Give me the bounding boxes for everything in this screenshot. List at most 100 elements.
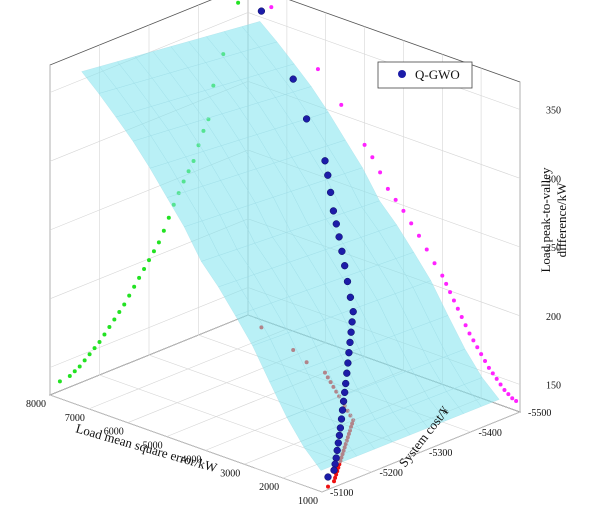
y-gridline-0 — [49, 65, 323, 493]
q-gwo-point-25 — [336, 424, 345, 432]
q-gwo-point-22 — [339, 397, 348, 405]
x-wall-projection-point-32 — [57, 379, 62, 384]
surface-cell — [464, 377, 500, 407]
y-wall-projection-point-22 — [475, 345, 480, 350]
z-axis-label-line2: difference/kW — [554, 182, 569, 258]
y-wall-projection-point-0 — [269, 5, 274, 10]
y-wall-projection-point-31 — [510, 396, 515, 401]
legend-marker — [398, 70, 406, 78]
x-wall-projection-point-31 — [67, 374, 72, 378]
y-wall-projection-point-10 — [416, 233, 421, 238]
q-gwo-point-32 — [324, 473, 332, 481]
q-gwo-point-24 — [337, 415, 346, 423]
q-gwo-point-3 — [321, 157, 329, 165]
x-wall-projection-point-13 — [156, 240, 161, 245]
legend-label: Q-GWO — [415, 67, 460, 82]
q-gwo-point-14 — [348, 318, 356, 326]
q-gwo-point-0 — [257, 7, 266, 15]
x-wall-projection-point-22 — [112, 317, 117, 322]
legend: Q-GWO — [377, 61, 473, 89]
y-wall-projection-point-18 — [459, 314, 464, 319]
y-wall-projection-point-25 — [486, 365, 491, 370]
y-wall-projection-point-9 — [409, 221, 414, 226]
q-gwo-point-6 — [329, 207, 338, 215]
q-gwo-point-2 — [302, 115, 311, 123]
q-gwo-point-17 — [345, 349, 353, 357]
q-gwo-point-15 — [347, 328, 355, 336]
y-wall-projection-point-23 — [479, 352, 484, 357]
q-gwo-point-20 — [342, 379, 350, 388]
q-gwo-point-30 — [331, 460, 339, 468]
chart-tick-labels: 1000 2000 3000 4000 5000 6000 7000 8000 -5100 -52… — [26, 106, 561, 508]
y-tick-label-1: -5200 — [380, 468, 403, 479]
y-wall-projection-point-3 — [362, 142, 367, 147]
y-wall-projection-point-5 — [378, 170, 383, 175]
q-gwo-point-4 — [324, 171, 332, 179]
y-wall-projection-point-13 — [440, 273, 445, 278]
x-tick-label-0: 1000 — [298, 496, 318, 507]
x-wall-projection-point-11 — [166, 215, 171, 220]
y-tick-label-3: -5400 — [479, 428, 502, 439]
x-wall-projection-point-18 — [132, 284, 137, 289]
q-gwo-point-18 — [344, 359, 352, 367]
q-gwo-point-26 — [335, 431, 344, 440]
q-gwo-point-27 — [334, 439, 342, 447]
y-wall-projection-point-8 — [401, 208, 406, 213]
x-tick-label-4: 5000 — [143, 441, 163, 452]
q-gwo-points — [257, 7, 357, 481]
q-gwo-point-16 — [346, 338, 354, 347]
y-wall-projection-point-28 — [498, 382, 503, 387]
y-wall-projection-point-20 — [467, 331, 472, 336]
x-wall-projection-point-25 — [97, 340, 102, 344]
z-axis-label-line1: Load peak-to-valley — [538, 167, 553, 273]
q-gwo-point-28 — [333, 446, 341, 455]
q-gwo-point-10 — [341, 262, 349, 270]
y-wall-projection-point-14 — [444, 281, 449, 286]
z-tick-label-0: 150 — [546, 381, 561, 392]
y-wall-projection-point-6 — [385, 186, 390, 191]
x-wall-projection-point-20 — [122, 302, 127, 307]
x-wall-projection-point-29 — [77, 364, 82, 369]
y-wall-projection-point-29 — [502, 387, 507, 392]
x-wall-projection-point-27 — [87, 352, 92, 357]
y-wall-projection-point-4 — [370, 155, 375, 160]
x-wall-projection-point-0 — [236, 0, 241, 5]
z-tick-label-4: 350 — [546, 106, 561, 117]
y-tick-label-0: -5100 — [330, 488, 353, 499]
floor-projection-point-32 — [326, 484, 331, 489]
z-tick-label-3: 300 — [546, 174, 561, 185]
x-wall-projection-point-17 — [137, 275, 142, 280]
y-tick-label-2: -5300 — [429, 448, 452, 459]
q-gwo-point-7 — [332, 220, 340, 228]
y-wall-projection-point-24 — [483, 359, 488, 364]
x-wall-projection-point-23 — [107, 325, 112, 329]
q-gwo-point-19 — [343, 369, 351, 377]
q-gwo-point-21 — [341, 388, 349, 397]
y-wall-projection-point-11 — [424, 247, 429, 252]
x-tick-label-3: 4000 — [181, 454, 201, 465]
q-gwo-point-23 — [338, 406, 347, 414]
legend-box — [377, 61, 473, 89]
q-gwo-point-29 — [332, 454, 340, 462]
x-wall-projection-point-14 — [151, 249, 156, 254]
q-gwo-point-8 — [335, 233, 343, 241]
y-wall-projection-point-17 — [455, 306, 460, 311]
z-tick-label-1: 200 — [546, 312, 561, 323]
y-wall-projection-point-27 — [494, 376, 499, 381]
x-wall-projection-point-21 — [117, 310, 122, 314]
x-tick-label-7: 8000 — [26, 399, 46, 410]
q-gwo-point-1 — [289, 75, 297, 83]
x-wall-projection-point-19 — [127, 293, 132, 298]
floor-projection-point-31 — [332, 479, 337, 484]
y-wall-projection-point-15 — [448, 290, 453, 295]
x-tick-label-2: 3000 — [220, 468, 240, 479]
x-tick-label-5: 6000 — [104, 427, 124, 438]
x-wall-projection-point-12 — [161, 228, 166, 233]
y-gridline-1 — [99, 45, 372, 473]
y-wall-projection-point-2 — [339, 102, 344, 107]
y-wall-projection-point-1 — [315, 67, 320, 72]
y-wall-projection-point-12 — [432, 261, 437, 266]
x-wall-projection-point-24 — [102, 332, 107, 337]
q-gwo-point-12 — [346, 293, 355, 301]
